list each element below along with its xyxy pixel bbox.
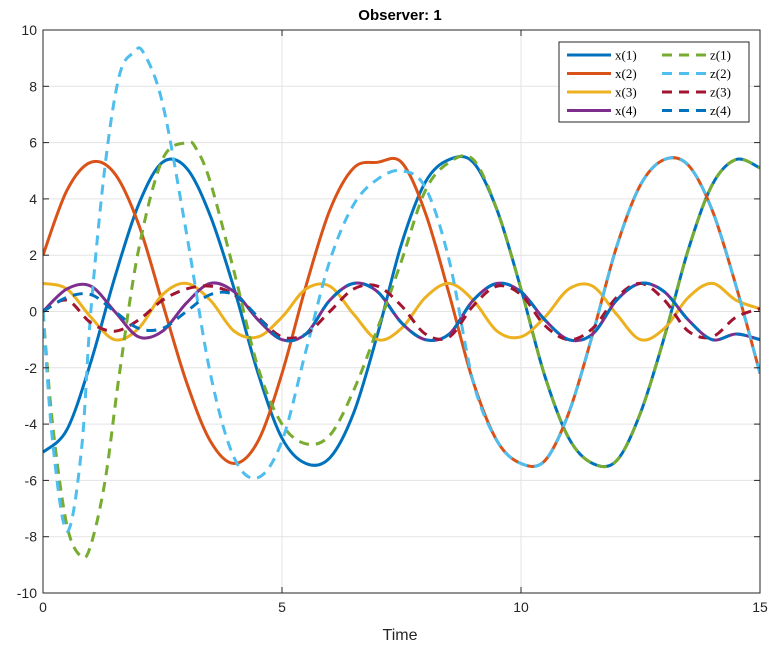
y-tick-label: -10 xyxy=(17,585,37,601)
legend: x(1) x(2) x(3) x(4) z(1) z(2) z(3) z(4) xyxy=(558,41,750,123)
y-tick-label: -6 xyxy=(25,472,38,488)
y-tick-label: -8 xyxy=(25,529,38,545)
series-line-z2 xyxy=(43,46,760,533)
legend-label-x3: x(3) xyxy=(615,85,637,100)
legend-label-x1: x(1) xyxy=(615,48,637,63)
y-tick-label: 8 xyxy=(29,78,37,94)
series-line-x2 xyxy=(43,156,760,468)
y-tick-label: 4 xyxy=(29,191,37,207)
y-tick-label: 10 xyxy=(21,22,37,38)
x-tick-label: 0 xyxy=(39,599,47,615)
x-axis-label: Time xyxy=(383,627,418,644)
series-line-z1 xyxy=(43,140,760,560)
legend-label-z4: z(4) xyxy=(710,103,731,118)
axis-ticks: 0 5 10 15 -10 -8 -6 -4 -2 0 2 4 6 8 10 xyxy=(17,22,768,615)
legend-label-z1: z(1) xyxy=(710,48,731,63)
x-tick-label: 5 xyxy=(278,599,286,615)
series-line-z3 xyxy=(43,281,760,342)
y-tick-label: -2 xyxy=(25,360,38,376)
legend-label-z3: z(3) xyxy=(710,85,731,100)
chart-title: Observer: 1 xyxy=(358,7,441,24)
series-line-x3 xyxy=(43,281,760,342)
series-layer xyxy=(43,46,760,560)
x-tick-label: 15 xyxy=(752,599,768,615)
x-tick-label: 10 xyxy=(513,599,529,615)
legend-label-z2: z(2) xyxy=(710,66,731,81)
y-tick-label: 2 xyxy=(29,247,37,263)
legend-label-x4: x(4) xyxy=(615,103,637,118)
y-tick-label: -4 xyxy=(25,416,38,432)
series-line-z4 xyxy=(43,281,760,343)
y-tick-label: 6 xyxy=(29,135,37,151)
y-tick-label: 0 xyxy=(29,304,37,320)
legend-label-x2: x(2) xyxy=(615,66,637,81)
